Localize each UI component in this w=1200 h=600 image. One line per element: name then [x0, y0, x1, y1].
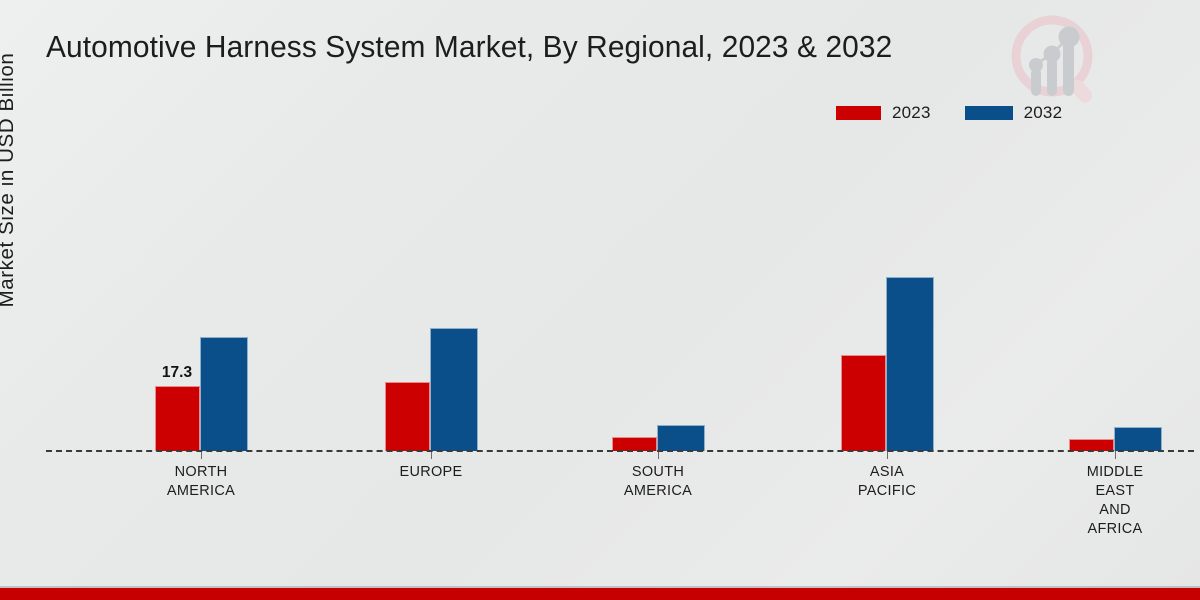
x-axis-category-label: NORTH AMERICA [111, 463, 291, 501]
x-axis-baseline [46, 450, 1194, 452]
bar-2023[interactable] [611, 437, 657, 451]
bar-group [384, 150, 478, 451]
legend-item-2032[interactable]: 2032 [964, 103, 1063, 123]
x-axis-tick [1115, 451, 1116, 459]
bar-2023[interactable] [1068, 439, 1114, 451]
footer-divider [0, 586, 1200, 588]
x-axis-category-label: SOUTH AMERICA [568, 463, 748, 501]
legend-swatch-2032 [964, 106, 1013, 120]
bar-2032[interactable] [429, 328, 478, 451]
x-axis-category-line: ASIA [869, 464, 905, 480]
bar-group [840, 150, 934, 451]
x-axis-category-line: EUROPE [399, 464, 463, 480]
chart-legend: 2023 2032 [836, 103, 1062, 123]
x-axis-category-line: AMERICA [166, 483, 236, 499]
x-axis-tick [887, 451, 888, 459]
bar-2032[interactable] [656, 425, 705, 451]
bar-group: 17.3 [154, 150, 248, 451]
footer-stripe [0, 588, 1200, 600]
bar-2032[interactable] [1113, 427, 1162, 451]
chart-title: Automotive Harness System Market, By Reg… [46, 30, 893, 64]
x-axis-category-line: PACIFIC [857, 483, 917, 499]
x-axis-category-line: SOUTH [631, 464, 685, 480]
bar-pair [611, 150, 705, 451]
x-axis-tick [201, 451, 202, 459]
bar-group [1068, 150, 1162, 451]
x-axis-category-label: EUROPE [341, 463, 521, 482]
y-axis-title: Market Size in USD Billion [0, 52, 18, 308]
x-axis-category-line: AFRICA [1087, 521, 1143, 537]
x-axis-category-line: AND [1099, 502, 1131, 518]
x-axis-tick [658, 451, 659, 459]
x-axis-category-line: MIDDLE [1086, 464, 1144, 480]
bar-value-label: 17.3 [161, 364, 193, 381]
x-axis-category-line: NORTH [174, 464, 228, 480]
bar-2023[interactable]: 17.3 [154, 364, 200, 451]
bar-pair: 17.3 [154, 150, 248, 451]
bar-group [611, 150, 705, 451]
legend-item-2023[interactable]: 2023 [836, 103, 931, 123]
x-axis-category-line: EAST [1095, 483, 1135, 499]
x-axis-category-label: ASIA PACIFIC [797, 463, 977, 501]
bar-2023[interactable] [840, 355, 886, 451]
legend-swatch-2023 [836, 106, 881, 120]
bar-pair [840, 150, 934, 451]
bar-2032[interactable] [199, 337, 248, 451]
bar-2023[interactable] [384, 382, 430, 451]
x-axis-tick [431, 451, 432, 459]
bar-2032[interactable] [885, 277, 934, 451]
legend-label-2032: 2032 [1023, 103, 1063, 122]
bar-pair [1068, 150, 1162, 451]
legend-label-2023: 2023 [892, 103, 931, 122]
x-axis-category-label: MIDDLE EAST AND AFRICA [1025, 463, 1200, 539]
x-axis-category-line: AMERICA [623, 483, 693, 499]
plot-area: 17.3 NORTH AMERICA EUROPE SOUTH AMERICA ASIA PA… [46, 150, 1194, 537]
bar-pair [384, 150, 478, 451]
